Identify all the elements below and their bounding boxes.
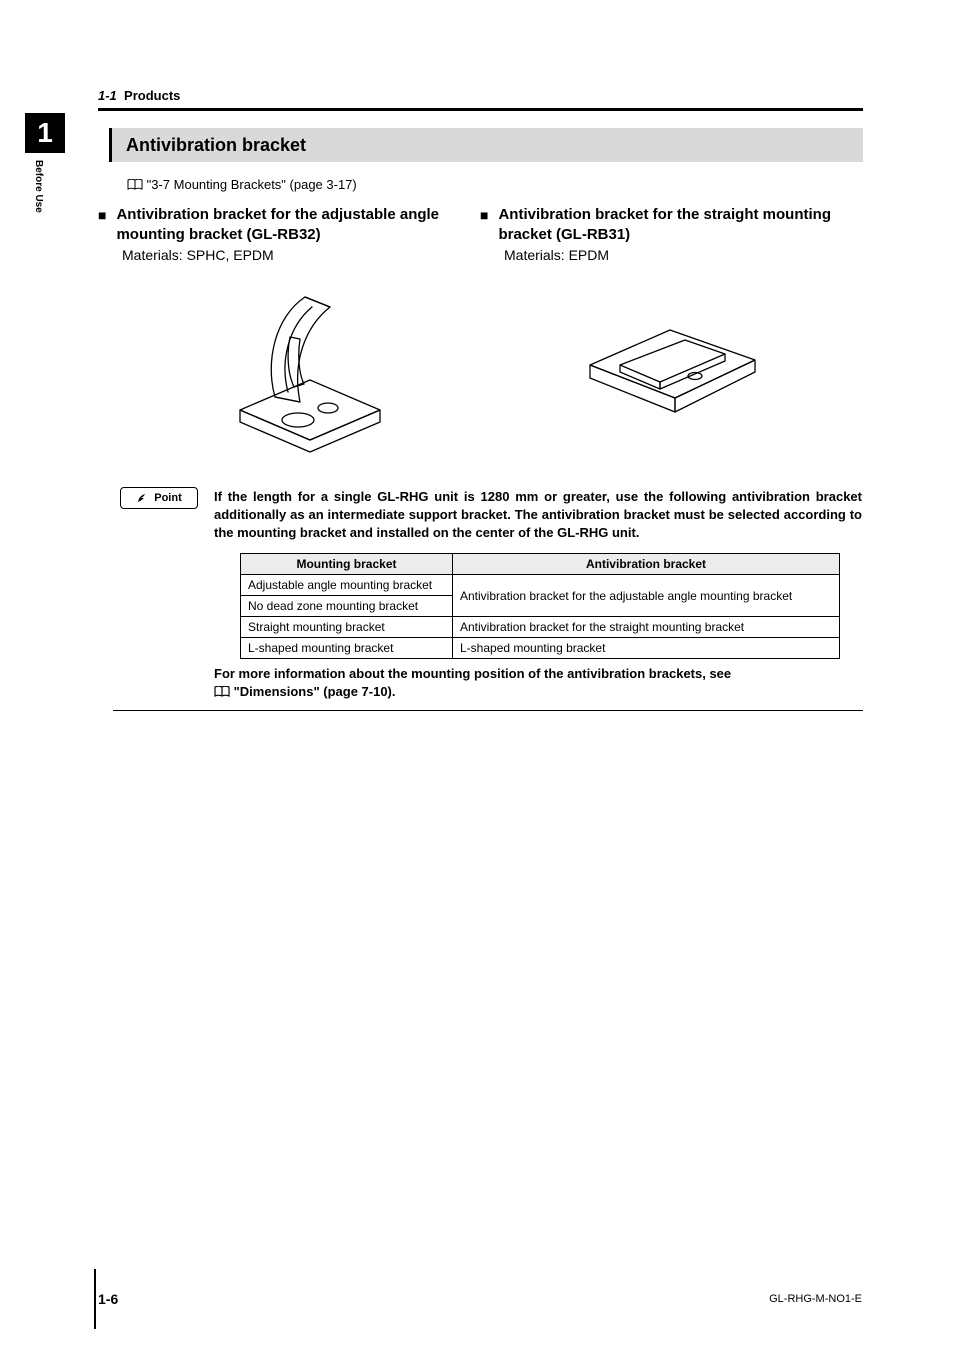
table-row: Adjustable angle mounting bracket Antivi… [241, 575, 840, 596]
point-label: Point [154, 492, 182, 504]
note-bottom-rule [113, 710, 863, 711]
doc-code: GL-RHG-M-NO1-E [769, 1293, 862, 1305]
reference-text: "3-7 Mounting Brackets" (page 3-17) [147, 177, 357, 192]
table-cell: Antivibration bracket for the straight m… [453, 617, 840, 638]
bracket-table: Mounting bracket Antivibration bracket A… [240, 553, 840, 659]
table-cell: Adjustable angle mounting bracket [241, 575, 453, 596]
section-title: Antivibration bracket [109, 128, 863, 162]
table-row: Straight mounting bracket Antivibration … [241, 617, 840, 638]
header-section-name: Products [124, 88, 180, 103]
table-header: Mounting bracket [241, 554, 453, 575]
right-col-sub: Materials: EPDM [504, 247, 860, 263]
point-badge: Point [120, 487, 198, 509]
chapter-tab: 1 [25, 113, 65, 153]
book-icon [214, 685, 230, 703]
left-column: ■ Antivibration bracket for the adjustab… [98, 205, 458, 263]
square-bullet-icon: ■ [480, 205, 488, 245]
point-icon [136, 492, 148, 504]
table-header: Antivibration bracket [453, 554, 840, 575]
right-col-title: Antivibration bracket for the straight m… [498, 205, 860, 245]
left-col-sub: Materials: SPHC, EPDM [122, 247, 458, 263]
table-cell: L-shaped mounting bracket [241, 638, 453, 659]
right-column: ■ Antivibration bracket for the straight… [480, 205, 860, 263]
left-col-title: Antivibration bracket for the adjustable… [116, 205, 458, 245]
table-cell: No dead zone mounting bracket [241, 596, 453, 617]
after-table-ref: "Dimensions" (page 7-10). [234, 684, 396, 699]
after-table-note: For more information about the mounting … [214, 665, 862, 703]
book-icon [127, 179, 143, 194]
bracket-drawing-angled [220, 282, 400, 462]
table-cell: Straight mounting bracket [241, 617, 453, 638]
table-cell: Antivibration bracket for the adjustable… [453, 575, 840, 617]
side-label: Before Use [33, 160, 44, 213]
footer-vline [94, 1269, 96, 1329]
reference-line: "3-7 Mounting Brackets" (page 3-17) [127, 177, 357, 194]
header-rule [98, 108, 863, 111]
header-section-num: 1-1 [98, 88, 117, 103]
point-text: If the length for a single GL-RHG unit i… [214, 488, 862, 542]
table-row: L-shaped mounting bracket L-shaped mount… [241, 638, 840, 659]
page-number: 1-6 [98, 1291, 118, 1307]
square-bullet-icon: ■ [98, 205, 106, 245]
running-header: 1-1 Products [98, 88, 180, 103]
table-cell: L-shaped mounting bracket [453, 638, 840, 659]
bracket-drawing-straight [575, 310, 770, 420]
after-table-lead: For more information about the mounting … [214, 666, 731, 681]
